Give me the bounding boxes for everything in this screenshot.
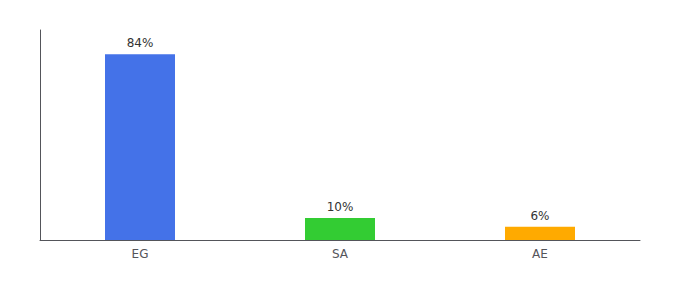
svg-text:AE: AE	[532, 247, 548, 261]
svg-text:84%: 84%	[127, 36, 154, 50]
svg-text:EG: EG	[132, 247, 149, 261]
svg-text:6%: 6%	[530, 209, 549, 223]
svg-text:SA: SA	[332, 247, 349, 261]
svg-text:10%: 10%	[327, 200, 354, 214]
